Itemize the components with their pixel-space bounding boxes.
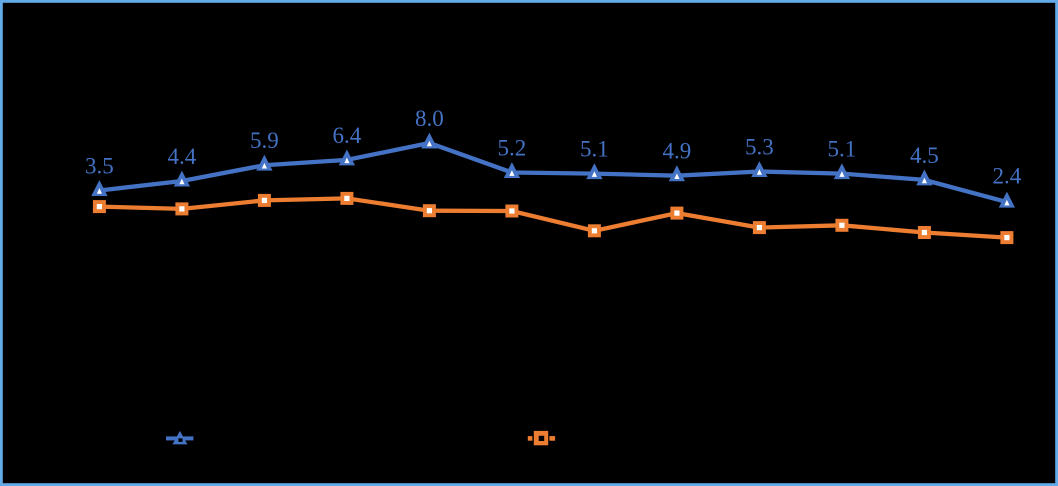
svg-text:5.1: 5.1 — [580, 137, 609, 162]
svg-text:8.0: 8.0 — [415, 106, 444, 131]
svg-text:6.4: 6.4 — [333, 123, 362, 148]
svg-text:3.5: 3.5 — [85, 154, 114, 179]
svg-text:4.4: 4.4 — [168, 144, 197, 169]
svg-text:5.2: 5.2 — [498, 136, 527, 161]
svg-text:5.9: 5.9 — [250, 128, 279, 153]
svg-text:5.3: 5.3 — [745, 135, 774, 160]
svg-text:2.4: 2.4 — [993, 164, 1022, 189]
svg-text:4.5: 4.5 — [910, 143, 939, 168]
svg-text:5.1: 5.1 — [828, 137, 857, 162]
svg-text:4.9: 4.9 — [663, 139, 692, 164]
